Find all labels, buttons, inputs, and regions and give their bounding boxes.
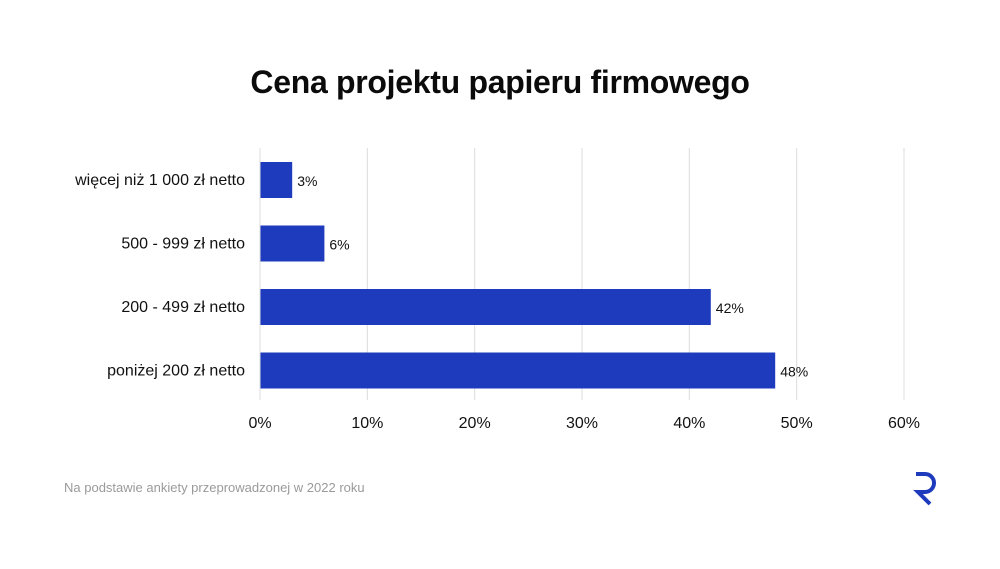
category-label: 200 - 499 zł netto (121, 299, 245, 316)
chart-title: Cena projektu papieru firmowego (250, 64, 750, 100)
data-label: 42% (716, 300, 744, 316)
category-label: 500 - 999 zł netto (121, 236, 245, 253)
x-tick-label: 60% (888, 415, 920, 432)
category-label: więcej niż 1 000 zł netto (74, 172, 245, 189)
bar (260, 352, 776, 389)
bar (260, 225, 325, 262)
x-tick-label: 50% (781, 415, 813, 432)
source-footnote: Na podstawie ankiety przeprowadzonej w 2… (64, 480, 365, 495)
x-tick-label: 20% (459, 415, 491, 432)
x-tick-label: 10% (351, 415, 383, 432)
r-letter-logo-icon (913, 472, 936, 506)
bar (260, 162, 293, 198)
data-label: 3% (297, 173, 317, 189)
x-tick-label: 40% (673, 415, 705, 432)
bar (260, 289, 711, 325)
x-tick-label: 30% (566, 415, 598, 432)
bar-chart: 0% 10% 20% 30% 40% 50% 60% więcej niż 1 000 zł … (74, 148, 920, 432)
data-label: 48% (780, 364, 808, 380)
x-tick-label: 0% (248, 415, 271, 432)
category-label: poniżej 200 zł netto (107, 363, 245, 380)
data-label: 6% (329, 237, 349, 253)
